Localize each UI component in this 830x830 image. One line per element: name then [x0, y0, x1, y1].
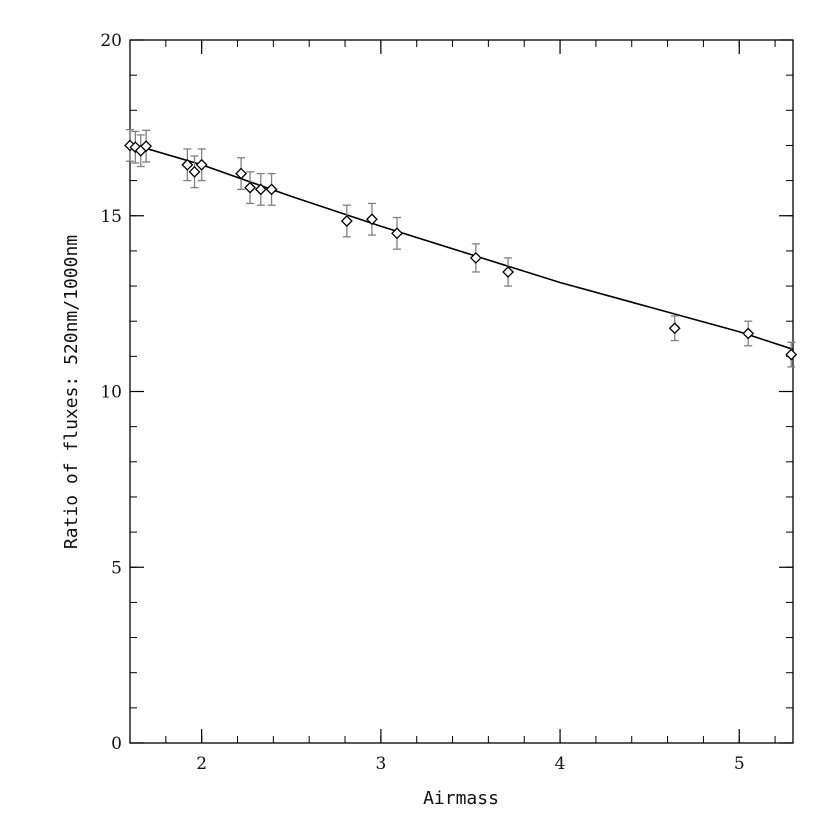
x-tick-label: 5	[734, 754, 745, 774]
diamond-marker	[188, 165, 201, 178]
diamond-marker	[340, 215, 353, 227]
x-tick-label: 3	[375, 754, 386, 774]
diamond-marker	[365, 213, 378, 226]
data-point	[181, 148, 194, 182]
y-tick-label: 20	[100, 31, 122, 51]
data-point	[140, 129, 153, 163]
y-tick-label: 10	[100, 383, 122, 403]
data-point	[235, 157, 248, 191]
diamond-marker	[235, 167, 248, 180]
diamond-marker	[391, 227, 403, 240]
data-point	[124, 128, 136, 162]
plot-frame	[129, 39, 794, 744]
data-point	[188, 155, 201, 189]
diamond-marker	[469, 252, 482, 264]
diamond-marker	[195, 158, 208, 171]
diamond-marker	[254, 183, 267, 196]
fit-line	[129, 142, 794, 351]
data-point	[502, 257, 515, 287]
data-point	[195, 148, 208, 182]
diamond-marker	[140, 140, 153, 153]
data-points-group	[124, 128, 798, 368]
x-tick-label: 2	[196, 754, 207, 774]
diamond-marker	[265, 183, 278, 196]
fit-line-group	[129, 142, 794, 351]
diamond-marker	[502, 266, 515, 278]
y-tick-label: 5	[111, 558, 122, 578]
data-point	[365, 202, 378, 236]
diamond-marker	[244, 181, 256, 194]
diamond-marker	[742, 327, 755, 340]
y-tick-label: 15	[100, 207, 122, 227]
x-tick-label: 4	[555, 754, 566, 774]
diamond-marker	[785, 348, 798, 361]
y-tick-label: 0	[111, 734, 122, 754]
data-point	[668, 315, 681, 342]
data-point	[742, 320, 755, 347]
data-point	[391, 216, 403, 250]
data-point	[254, 172, 267, 206]
y-axis-label: Ratio of fluxes: 520nm/1000nm	[61, 235, 82, 549]
data-point	[469, 243, 482, 273]
data-point	[785, 341, 798, 368]
axis-ticks	[130, 39, 793, 744]
tick-labels: 2 3 4 5 0 5 10 15 20	[100, 31, 744, 774]
data-point	[340, 204, 353, 238]
data-point	[244, 171, 256, 205]
x-axis-label: Airmass	[423, 788, 499, 809]
data-point	[265, 172, 278, 206]
diamond-marker	[668, 322, 681, 335]
diamond-marker	[181, 158, 194, 171]
